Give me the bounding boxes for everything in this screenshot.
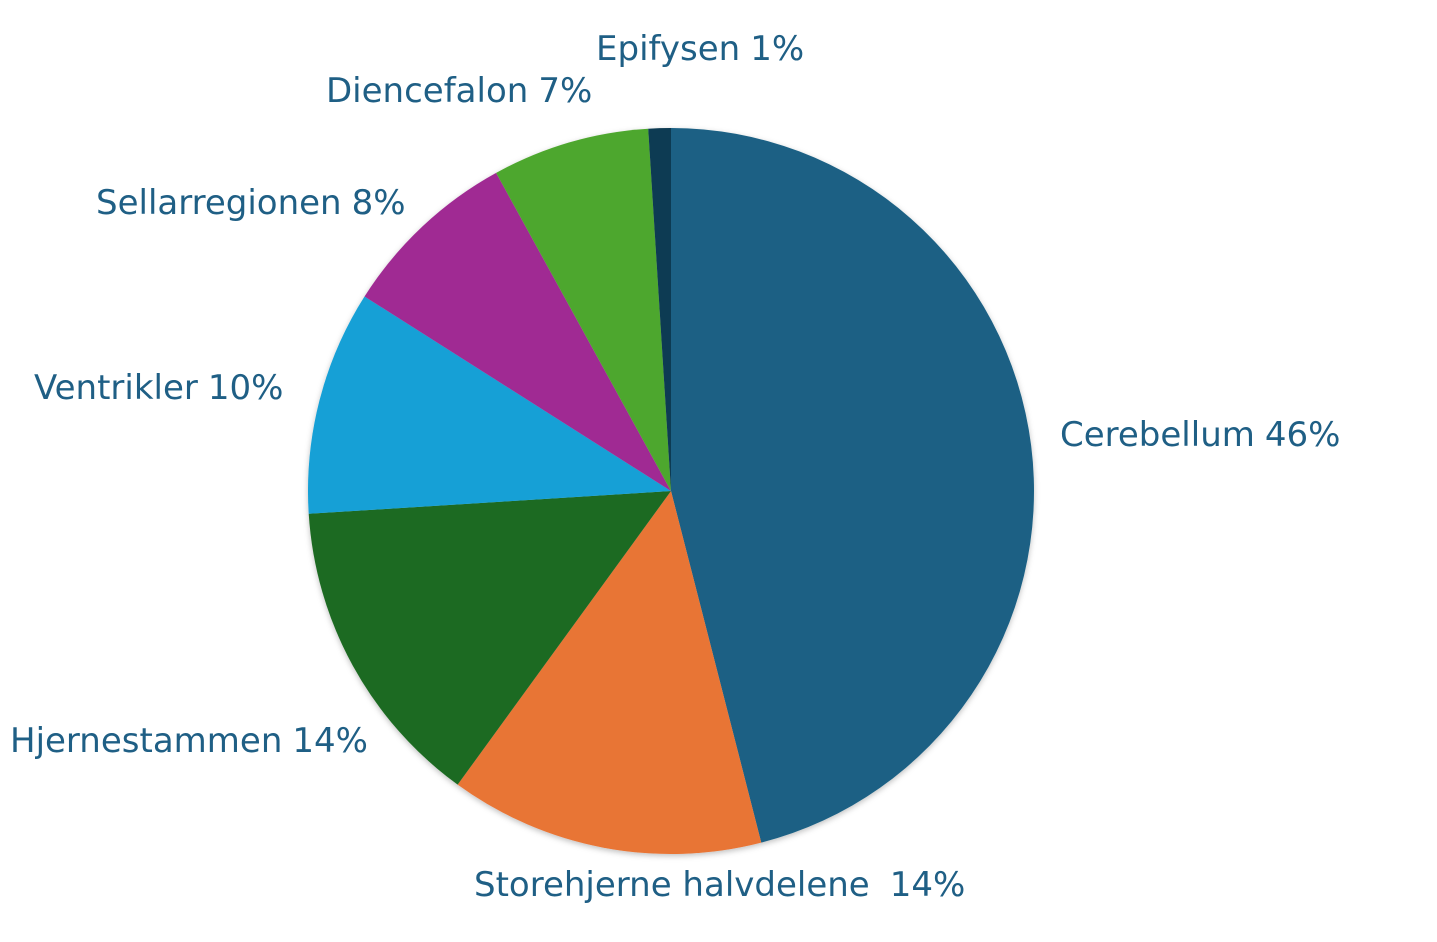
pie-slice bbox=[648, 128, 671, 491]
pie-slice bbox=[496, 128, 671, 491]
value-label: 8% bbox=[352, 183, 406, 223]
value-label: 14% bbox=[890, 865, 966, 905]
slice-label: Cerebellum 46% bbox=[1060, 415, 1340, 455]
slice-label: Ventrikler 10% bbox=[34, 368, 283, 408]
value-label: 7% bbox=[538, 71, 592, 111]
category-label: Ventrikler bbox=[34, 368, 198, 408]
pie-slice bbox=[457, 491, 762, 855]
pie bbox=[308, 128, 1035, 855]
category-label: Sellarregionen bbox=[96, 183, 342, 223]
value-label: 14% bbox=[292, 721, 368, 761]
category-label: Diencefalon bbox=[326, 71, 528, 111]
slice-label: Storehjerne halvdelene 14% bbox=[474, 865, 965, 905]
value-label: 1% bbox=[750, 29, 804, 69]
slice-label: Epifysen 1% bbox=[596, 29, 804, 69]
labels: Cerebellum 46%Storehjerne halvdelene 14%Hj… bbox=[10, 29, 1340, 905]
value-label: 46% bbox=[1265, 415, 1341, 455]
pie-slice bbox=[308, 296, 671, 514]
category-label: Storehjerne halvdelene bbox=[474, 865, 870, 905]
slice-label: Sellarregionen 8% bbox=[96, 183, 406, 223]
category-label: Epifysen bbox=[596, 29, 740, 69]
slice-label: Hjernestammen 14% bbox=[10, 721, 368, 761]
slice-label: Diencefalon 7% bbox=[326, 71, 592, 111]
category-label: Cerebellum bbox=[1060, 415, 1255, 455]
pie-slice bbox=[308, 491, 671, 785]
pie-slice bbox=[364, 172, 671, 491]
value-label: 10% bbox=[208, 368, 284, 408]
category-label: Hjernestammen bbox=[10, 721, 282, 761]
pie-slice bbox=[671, 128, 1035, 843]
